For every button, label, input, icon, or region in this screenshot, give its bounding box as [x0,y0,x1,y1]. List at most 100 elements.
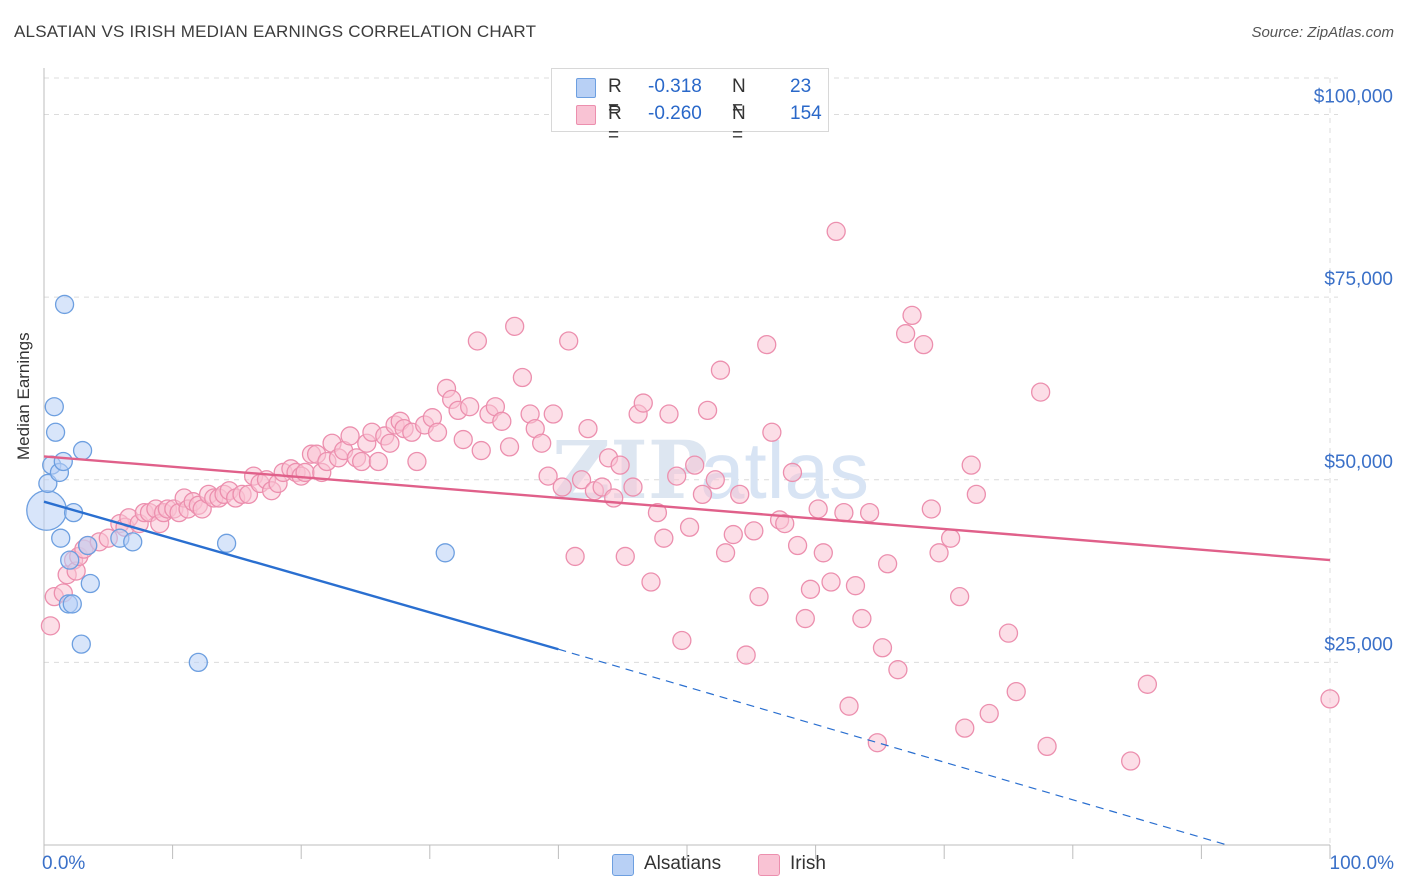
irish-point [1031,382,1051,402]
irish-point [633,393,653,413]
irish-point [471,440,491,461]
irish-point [659,404,679,424]
irish-trend-line [43,455,1331,562]
irish-point [351,451,372,472]
alsatians-point [26,489,68,531]
n-label: N = [732,76,746,119]
irish-point [407,451,427,472]
alsatians-point [80,573,100,594]
x-tick-label: 0.0% [42,853,85,874]
irish-point [859,502,880,523]
irish-point [641,572,661,592]
alsatians-swatch [612,854,634,876]
y-tick-label: $75,000 [1324,269,1393,290]
irish-point [512,367,533,388]
irish-point [795,608,815,629]
irish-point [839,696,859,716]
irish-point [460,397,480,417]
irish-point [492,411,512,431]
alsatians-point [54,294,75,315]
n-value: 23 [790,76,812,97]
irish-point [979,703,999,724]
irish-point [697,400,718,421]
irish-point [667,466,687,486]
alsatians-point [60,550,80,570]
alsatians-point [435,543,455,563]
irish-point [813,543,833,563]
irish-point [762,422,782,442]
alsatians-point [45,422,66,442]
n-label: N = [732,103,746,146]
irish-point [757,334,777,355]
irish-point [532,433,552,453]
alsatians-point [78,535,98,556]
irish-point [559,331,579,351]
irish-point [787,535,808,556]
trend-lines [43,455,1331,846]
alsatians-point [51,528,71,548]
irish-point [723,524,743,545]
r-value: -0.260 [648,103,702,124]
tick-labels: $25,000 $50,000 $75,000 $100,000 0.0% 100.0% [42,87,1394,874]
alsatians-point [72,440,93,461]
irish-point [940,528,961,548]
irish-point [565,546,585,567]
irish-point [730,484,750,505]
correlation-legend: R = -0.318 N = 23 R = -0.260 N = 154 [551,68,829,146]
irish-point [834,502,854,523]
alsatians-trend-extension [558,648,1228,846]
irish-point [654,528,674,548]
irish-point [340,426,360,446]
irish-point [623,477,643,497]
irish-point [710,360,731,380]
irish-point [1037,736,1057,757]
irish-point [505,316,525,337]
irish-point [647,502,668,523]
irish-point [826,221,846,242]
irish-point [1006,681,1026,702]
irish-point [705,470,725,490]
irish-point [902,305,922,326]
irish-point [949,586,970,607]
irish-point [921,499,941,519]
r-label: R = [608,76,622,119]
irish-point [610,455,630,475]
alsatians-point [53,451,73,472]
irish-point [808,499,828,519]
alsatians-point [216,533,237,553]
alsatians-point [62,594,82,614]
alsatians-point [71,634,91,654]
n-value: 154 [790,103,822,124]
r-label: R = [608,103,622,146]
irish-points [40,221,1340,771]
irish-point [744,521,764,541]
irish-point [867,733,887,753]
irish-point [543,404,563,424]
irish-point [872,638,893,658]
legend-label: Alsatians [644,853,722,874]
irish-point [552,477,572,497]
irish-point [749,586,769,607]
alsatians-swatch [576,78,596,98]
chart-title: ALSATIAN VS IRISH MEDIAN EARNINGS CORREL… [14,22,537,41]
irish-point [40,616,61,636]
alsatians-point [44,397,64,417]
x-tick-label: 100.0% [1330,853,1395,874]
irish-point [685,455,705,475]
irish-point [852,608,872,629]
irish-swatch [758,854,780,876]
irish-point [538,466,558,486]
irish-point [877,554,898,574]
irish-point [955,718,975,738]
y-tick-label: $100,000 [1314,87,1393,108]
irish-point [895,324,916,344]
irish-point [380,433,400,453]
alsatians-trend-line [43,500,559,651]
irish-point [672,630,692,651]
irish-point [453,429,473,450]
irish-point [821,572,841,592]
irish-point [961,455,981,475]
irish-point [692,484,713,505]
y-tick-label: $50,000 [1324,452,1393,473]
